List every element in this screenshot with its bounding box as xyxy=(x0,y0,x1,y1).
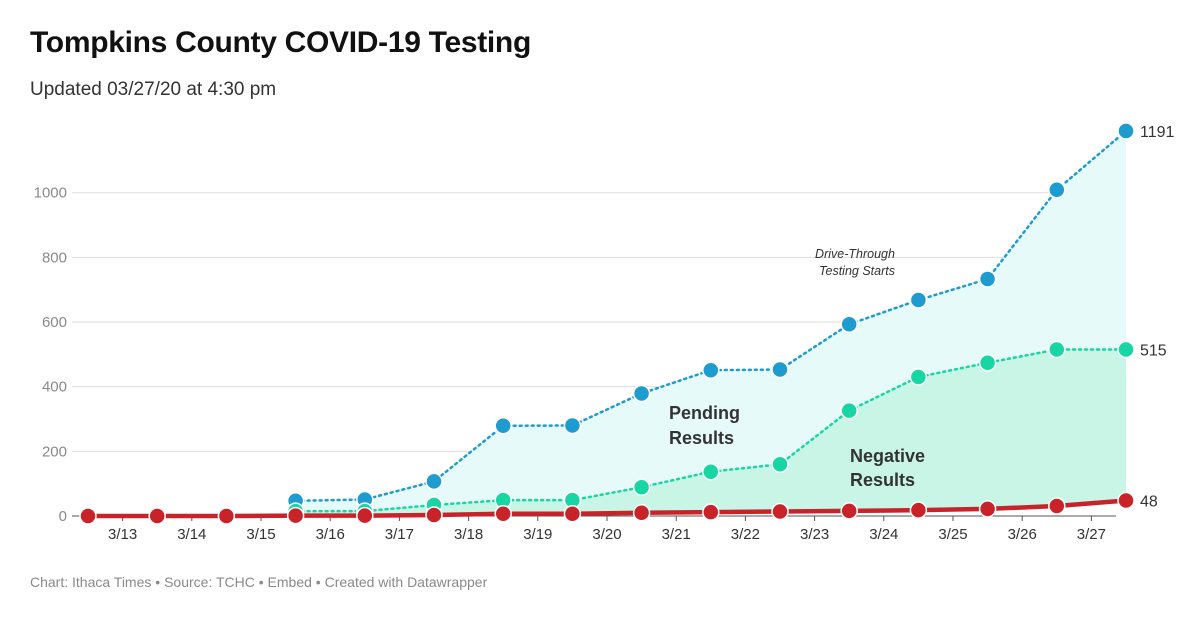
negative-point xyxy=(1117,340,1135,359)
positive-point xyxy=(563,504,582,523)
source-credit: Source: TCHC xyxy=(164,574,255,590)
positive-point xyxy=(425,506,443,524)
total-tested-point xyxy=(563,416,582,435)
positive-point xyxy=(356,506,374,525)
x-tick-label: 3/14 xyxy=(177,526,206,543)
footer-separator: • xyxy=(155,574,161,590)
negative-results-label: Results xyxy=(850,470,915,490)
chart-subtitle: Updated 03/27/20 at 4:30 pm xyxy=(30,79,277,100)
x-tick-label: 3/15 xyxy=(246,526,275,543)
positive-end-label: 48 xyxy=(1140,493,1158,510)
negative-results-area xyxy=(295,349,1127,516)
total-tested-point xyxy=(1048,181,1066,199)
negative-point xyxy=(632,478,651,496)
y-tick-label: 400 xyxy=(42,379,67,396)
pending-results-area xyxy=(295,130,1127,512)
positive-point xyxy=(1117,491,1135,510)
total-tested-point xyxy=(771,360,789,379)
positive-point xyxy=(632,504,651,522)
negative-results-label: Negative xyxy=(850,446,925,466)
x-tick-label: 3/13 xyxy=(108,526,137,543)
total-tested-point xyxy=(632,384,651,403)
x-tick-label: 3/22 xyxy=(731,526,760,543)
x-tick-label: 3/21 xyxy=(662,526,691,543)
y-tick-label: 200 xyxy=(42,443,67,460)
positive-point xyxy=(79,507,97,525)
total-tested-point xyxy=(909,291,928,309)
negative-point xyxy=(840,401,858,420)
positive-point xyxy=(909,501,928,519)
positive-point xyxy=(840,502,858,520)
footer-separator: • xyxy=(315,574,321,590)
embed-link[interactable]: Embed xyxy=(267,574,312,590)
pending-results-label: Pending xyxy=(669,403,740,423)
y-tick-label: 1000 xyxy=(34,185,67,202)
positive-point xyxy=(771,502,789,521)
total-end-label: 1191 xyxy=(1140,124,1175,141)
x-tick-label: 3/23 xyxy=(800,526,829,543)
y-tick-label: 600 xyxy=(42,314,67,331)
positive-point xyxy=(148,507,166,525)
y-tick-label: 800 xyxy=(42,249,67,266)
negative-point xyxy=(771,455,789,474)
total-tested-point xyxy=(978,270,997,288)
pending-results-label: Results xyxy=(669,428,734,448)
positive-line xyxy=(85,498,1129,519)
positive-point xyxy=(217,507,236,525)
footer-separator: • xyxy=(258,574,264,590)
positive-point xyxy=(978,500,997,518)
positive-point xyxy=(702,503,720,521)
negative-point xyxy=(1048,340,1066,359)
total-tested-point xyxy=(1117,122,1135,140)
x-tick-label: 3/19 xyxy=(523,526,552,543)
x-tick-label: 3/27 xyxy=(1077,526,1106,543)
negative-point xyxy=(978,354,997,372)
total-tested-point xyxy=(425,472,443,491)
created-with-link[interactable]: Created with Datawrapper xyxy=(324,574,488,590)
total-tested-point xyxy=(702,361,720,379)
negative-point xyxy=(702,462,720,481)
x-tick-label: 3/17 xyxy=(385,526,414,543)
positive-point xyxy=(286,506,305,525)
total-tested-point xyxy=(840,315,858,334)
chart-credit: Chart: Ithaca Times xyxy=(30,574,152,590)
x-tick-label: 3/24 xyxy=(869,526,898,543)
x-tick-label: 3/16 xyxy=(316,526,345,543)
positive-point xyxy=(494,504,512,523)
x-tick-label: 3/26 xyxy=(1008,526,1037,543)
chart-title: Tompkins County COVID-19 Testing xyxy=(30,26,531,59)
negative-point xyxy=(909,368,928,386)
x-tick-label: 3/25 xyxy=(938,526,967,543)
drive-through-annotation: Testing Starts xyxy=(819,264,895,278)
x-tick-label: 3/18 xyxy=(454,526,483,543)
negative-end-label: 515 xyxy=(1140,343,1167,360)
positive-point xyxy=(1048,497,1066,515)
drive-through-annotation: Drive-Through xyxy=(815,247,895,261)
x-tick-label: 3/20 xyxy=(592,526,621,543)
total-tested-point xyxy=(494,417,512,435)
y-tick-label: 0 xyxy=(59,508,67,525)
chart-footer: Chart: Ithaca Times • Source: TCHC • Emb… xyxy=(30,574,487,590)
